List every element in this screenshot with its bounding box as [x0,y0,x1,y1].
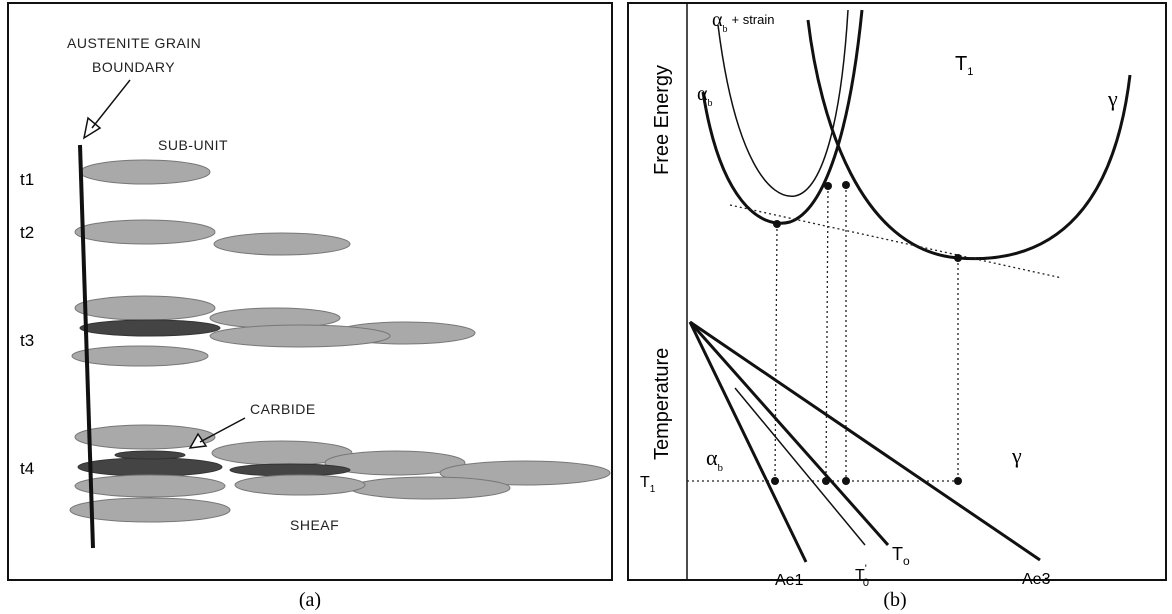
axis-label: Free Energy [651,65,673,175]
t0-line [688,321,890,546]
symbol: T [892,544,903,564]
sub-unit [71,345,209,367]
time-label: t3 [20,331,34,350]
symbol: α [712,9,723,31]
subscript: b [718,462,724,474]
subscript: o [903,554,910,568]
symbol: α [697,83,708,105]
sub-unit [79,159,211,185]
sub-unit [79,319,221,337]
time-label: t2 [20,223,34,242]
label: AUSTENITE GRAIN [67,35,201,51]
alpha-curve [701,9,864,225]
sub-unit [74,295,216,321]
symbol: T [640,474,650,491]
sub-unit [229,463,351,477]
boundary-arrow [82,79,131,140]
symbol: T [855,567,865,584]
symbol: α [706,445,718,470]
sub-unit [77,457,223,477]
label: αb [697,83,712,109]
subscript: 1 [967,66,973,78]
panel-frame [627,2,1167,581]
ae1-line [688,321,808,563]
point [822,477,830,485]
time-label: t4 [20,459,34,478]
label: BOUNDARY [92,59,175,75]
point [771,477,779,485]
time-label: t1 [20,170,34,189]
ae3-line [689,320,1041,562]
subscript: 0 [863,577,869,589]
point [842,477,850,485]
superscript: ' [865,563,867,575]
label: SUB-UNIT [158,137,228,153]
grain-boundary [78,144,95,549]
carbide-arrow [188,417,246,449]
label: γ [1107,86,1118,111]
points [771,181,962,485]
t0-prime-line [734,387,866,546]
text: + strain [731,12,774,27]
label: γ [1011,443,1022,468]
sub-unit [69,497,231,523]
sub-unit [74,474,226,498]
sub-unit [74,424,216,450]
sub-unit [209,324,391,348]
point [842,181,850,189]
sub-unit [324,450,466,476]
common-tangent [729,204,1063,279]
label: CARBIDE [250,401,316,417]
axis-label: Temperature [651,348,673,460]
point [954,477,962,485]
label: T1 [955,53,973,78]
caption: (b) [883,589,906,611]
label: αb + strain [712,9,774,35]
subscript: b [707,98,712,109]
sub-unit [74,219,216,245]
sub-unit [349,476,511,500]
sub-unit [234,474,366,496]
panel-b: Free Energy Temperature αb+ strain αb [627,2,1167,589]
carbide-particle [114,450,186,460]
panel-a: AUSTENITE GRAIN BOUNDARY SUB-UNIT CARBID… [7,2,613,581]
symbol: T [955,53,967,75]
sub-unit [213,232,351,256]
subscript: 1 [650,484,656,495]
sub-unit [439,460,611,486]
label: SHEAF [290,517,339,533]
label: To [892,544,910,568]
label: αb [706,445,724,474]
subscript: b [722,24,727,35]
caption: (a) [299,589,321,611]
label: T' 0 [855,563,869,589]
point [773,220,781,228]
sub-units [69,159,611,523]
projection [825,185,829,482]
point [954,254,962,262]
point [824,182,832,190]
label: T1 [640,474,656,495]
label: Ae3 [1022,571,1051,588]
label: Ae1 [775,572,804,589]
alpha-strain-curve [717,9,849,197]
